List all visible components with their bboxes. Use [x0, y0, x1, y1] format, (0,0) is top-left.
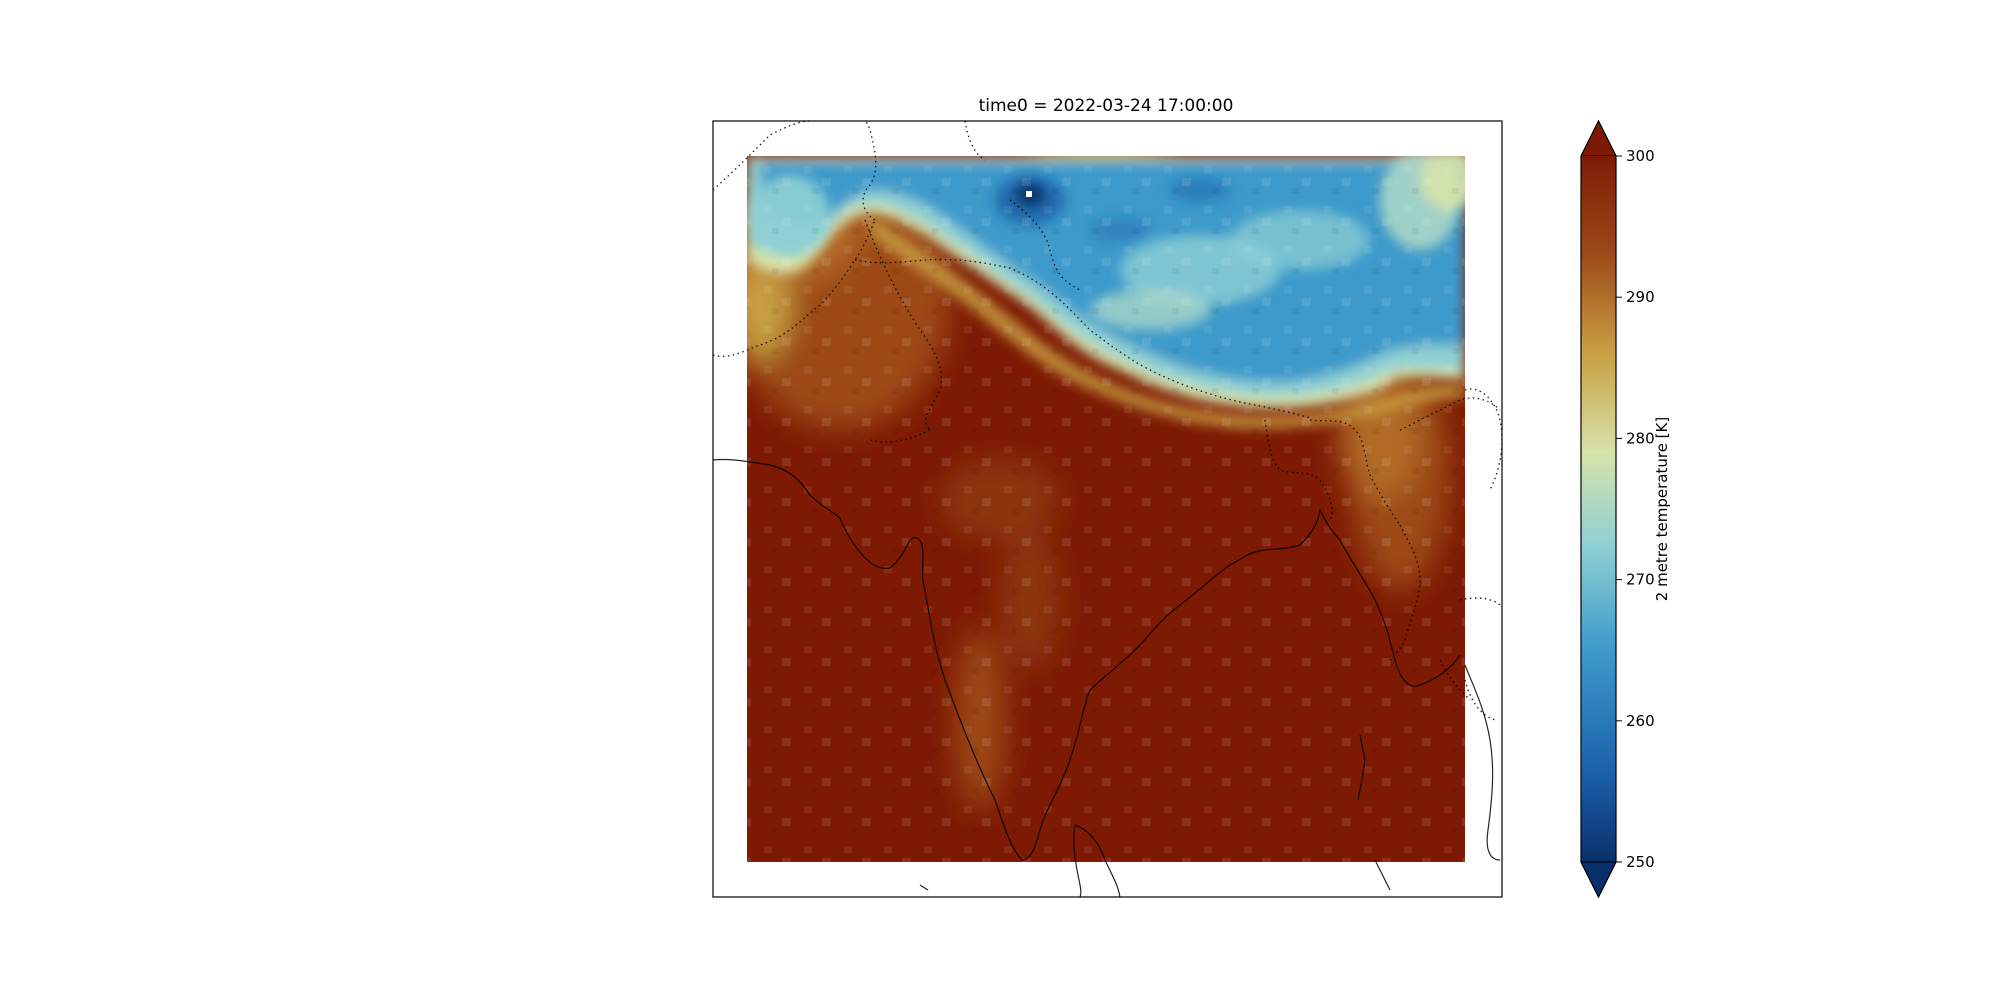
coastlines: [712, 458, 1501, 898]
colorbar-tick-label: 260: [1626, 712, 1655, 730]
country-borders: [712, 120, 1503, 721]
map-margin-left: [713, 121, 747, 897]
colorbar-tick-label: 300: [1626, 147, 1655, 165]
colorbar-gradient: [1581, 156, 1616, 862]
colorbar-tick-label: 280: [1626, 429, 1655, 447]
colorbar-tick-label: 290: [1626, 288, 1655, 306]
colorbar-tick-label: 250: [1626, 853, 1655, 871]
colorbar-extend-min: [1580, 861, 1617, 899]
map-margin-right: [1465, 121, 1502, 897]
colorbar-label: 2 metre temperature [K]: [1653, 417, 1671, 601]
map-frame: [712, 120, 1503, 898]
map-margin-bottom: [713, 862, 1502, 897]
map-margin-top: [713, 121, 1502, 156]
colorbar-tick-label: 270: [1626, 571, 1655, 589]
plot-title: time0 = 2022-03-24 17:00:00: [978, 96, 1234, 116]
temperature-field: [747, 156, 1465, 862]
colorbar-extend-max: [1580, 119, 1617, 157]
colorbar-ticks: 250 260 270 280 290 300: [1616, 147, 1655, 871]
